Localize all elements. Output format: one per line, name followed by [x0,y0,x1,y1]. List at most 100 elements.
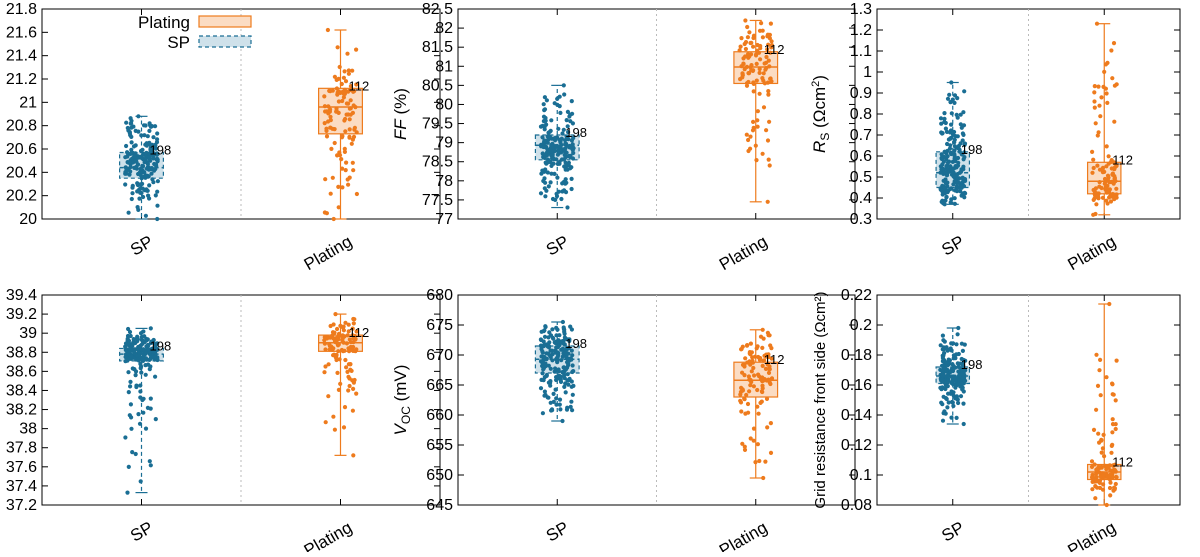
data-point [768,381,773,387]
data-point [133,143,138,148]
y-tick-label: 37.8 [6,440,37,457]
data-point [335,370,340,375]
data-point [128,333,133,339]
data-point [340,336,345,341]
data-point [335,153,340,158]
data-point [324,109,329,114]
y-axis-label: Grid resistance front side (Ωcm²) [812,291,829,508]
data-point [1104,91,1109,96]
data-point [342,149,347,154]
data-point [768,421,774,426]
data-point [568,404,573,409]
data-point [563,381,568,386]
data-point [1097,440,1102,445]
data-point [754,158,759,163]
data-point [958,394,964,399]
x-category-label: SP [543,232,572,260]
data-point [123,435,128,440]
data-point [749,369,754,374]
data-point [126,338,132,343]
data-point [757,28,763,33]
data-point [764,54,769,60]
data-point [565,372,570,377]
y-tick-label: 37.2 [6,497,37,514]
data-point [125,349,130,354]
legend-swatch [198,35,252,48]
data-point [565,162,570,168]
data-point [337,150,342,155]
data-point [141,329,146,334]
data-point [323,347,328,352]
y-tick-label: 655 [426,437,453,454]
data-point [336,76,341,81]
data-point [328,323,333,329]
data-point [324,134,330,139]
data-point [325,27,330,33]
data-point [742,364,747,369]
data-point [952,201,958,206]
data-point [763,67,768,72]
data-point [1100,446,1105,451]
data-point [135,339,140,344]
data-point [154,140,160,145]
data-point [147,128,152,133]
data-point [560,354,565,359]
series-sp: 198 [935,325,982,427]
data-point [751,44,756,49]
data-point [760,375,765,380]
data-point [558,379,564,384]
data-point [543,324,548,330]
data-point [153,193,158,198]
count-label: 198 [565,336,587,351]
y-tick-label: 39 [19,325,37,342]
data-point [562,376,567,381]
data-point [958,112,963,117]
data-point [151,180,156,185]
data-point [130,185,135,190]
y-tick-label: 0.6 [850,148,872,165]
data-point [1112,83,1117,88]
data-point [941,159,947,164]
data-point [1101,473,1106,478]
data-point [760,345,765,350]
data-point [1109,158,1114,163]
data-point [758,43,763,49]
data-point [347,127,352,132]
data-point [959,125,964,130]
data-point [548,148,553,153]
data-point [940,373,945,378]
data-point [346,182,351,187]
series-plating: 112 [733,327,784,481]
data-point [323,420,328,425]
data-point [942,185,947,190]
x-category-label: SP [543,518,572,546]
data-point [548,180,553,185]
data-point [743,18,748,23]
data-point [129,426,134,431]
data-point [155,157,160,162]
series-sp: 198 [119,326,171,495]
data-point [1109,450,1114,455]
data-point [956,382,961,387]
data-point [123,341,129,346]
data-point [561,341,566,346]
y-tick-label: 0.4 [850,190,872,207]
data-point [562,349,567,354]
data-point [124,168,129,173]
data-point [1104,189,1109,194]
data-point [751,365,756,371]
data-point [342,118,347,123]
data-point [153,162,159,167]
data-point [1091,165,1096,171]
y-axis-label-sub: OC [399,406,413,424]
data-point [154,346,159,351]
data-point [137,196,142,201]
data-point [960,348,966,353]
data-point [541,119,547,124]
data-point [346,112,351,117]
data-point [761,78,766,83]
data-point [1090,170,1095,175]
data-point [565,109,571,114]
x-category-label: Plating [716,518,771,552]
data-point [339,81,344,87]
